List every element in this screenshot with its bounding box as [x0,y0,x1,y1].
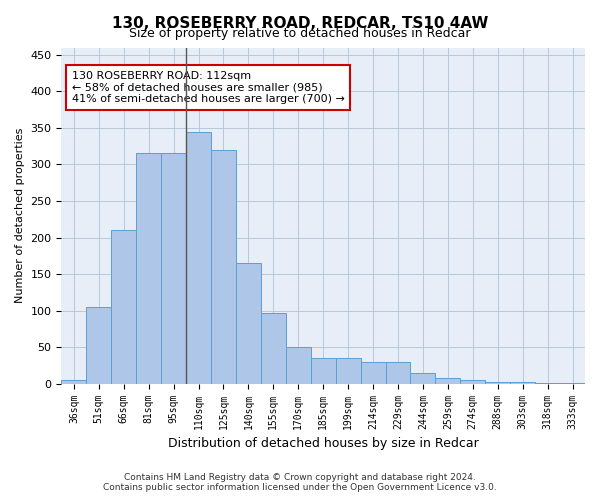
Text: Contains HM Land Registry data © Crown copyright and database right 2024.
Contai: Contains HM Land Registry data © Crown c… [103,473,497,492]
Bar [136,154,161,384]
Bar [410,372,436,384]
Bar [236,263,261,384]
Bar [111,230,136,384]
Bar [286,347,311,384]
Bar [386,362,410,384]
Bar [161,154,186,384]
Bar [311,358,335,384]
Bar [61,380,86,384]
Bar [361,362,386,384]
Text: 130 ROSEBERRY ROAD: 112sqm
← 58% of detached houses are smaller (985)
41% of sem: 130 ROSEBERRY ROAD: 112sqm ← 58% of deta… [72,71,345,104]
Bar [211,150,236,384]
Bar [86,307,111,384]
Bar [335,358,361,384]
Bar [460,380,485,384]
X-axis label: Distribution of detached houses by size in Redcar: Distribution of detached houses by size … [168,437,479,450]
Bar [560,383,585,384]
Bar [186,132,211,384]
Y-axis label: Number of detached properties: Number of detached properties [15,128,25,304]
Bar [261,313,286,384]
Bar [436,378,460,384]
Bar [510,382,535,384]
Text: 130, ROSEBERRY ROAD, REDCAR, TS10 4AW: 130, ROSEBERRY ROAD, REDCAR, TS10 4AW [112,16,488,31]
Bar [535,383,560,384]
Bar [485,382,510,384]
Text: Size of property relative to detached houses in Redcar: Size of property relative to detached ho… [129,26,471,40]
